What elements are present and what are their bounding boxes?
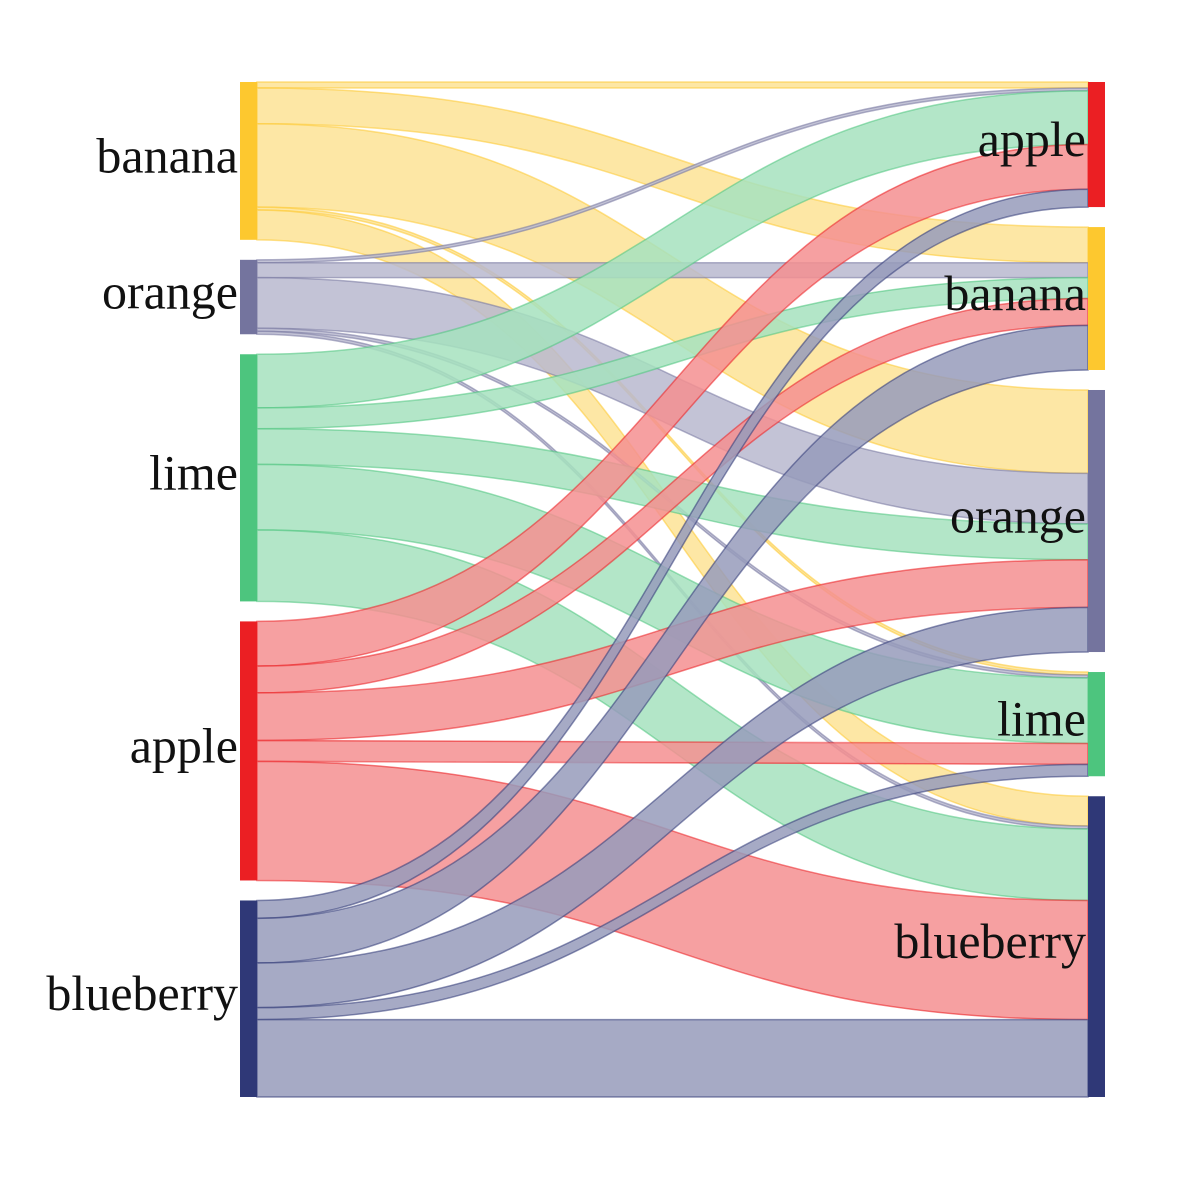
link-blueberry-to-banana — [256, 324, 1089, 964]
node-right-apple — [1088, 82, 1105, 208]
sankey-links — [256, 81, 1089, 1098]
node-right-orange — [1088, 389, 1105, 653]
node-label-right-apple: apple — [978, 111, 1086, 167]
node-label-left-apple: apple — [130, 717, 238, 773]
node-label-left-banana: banana — [96, 127, 238, 183]
link-blueberry-to-lime — [256, 763, 1089, 1021]
node-right-banana — [1088, 227, 1105, 370]
node-left-banana — [240, 82, 257, 240]
node-label-right-blueberry: blueberry — [894, 913, 1086, 969]
sankey-nodes — [240, 82, 1105, 1097]
node-label-right-lime: lime — [997, 691, 1086, 747]
node-label-left-orange: orange — [102, 264, 238, 320]
node-right-blueberry — [1088, 796, 1105, 1097]
link-blueberry-to-blueberry — [256, 1018, 1089, 1098]
node-label-right-banana: banana — [944, 265, 1086, 321]
node-label-left-lime: lime — [149, 444, 238, 500]
sankey-labels: banana orange lime apple blueberry apple banan… — [46, 111, 1086, 1021]
link-apple-to-lime — [256, 739, 1089, 766]
node-left-orange — [240, 259, 257, 335]
link-banana-to-apple — [256, 81, 1089, 89]
node-left-blueberry — [240, 900, 257, 1097]
node-right-lime — [1088, 672, 1105, 777]
link-blueberry-to-apple — [256, 188, 1089, 920]
node-left-apple — [240, 621, 257, 881]
node-label-right-orange: orange — [950, 487, 1086, 543]
node-label-left-blueberry: blueberry — [46, 965, 238, 1021]
link-blueberry-to-orange — [256, 606, 1089, 1009]
node-left-lime — [240, 354, 257, 602]
